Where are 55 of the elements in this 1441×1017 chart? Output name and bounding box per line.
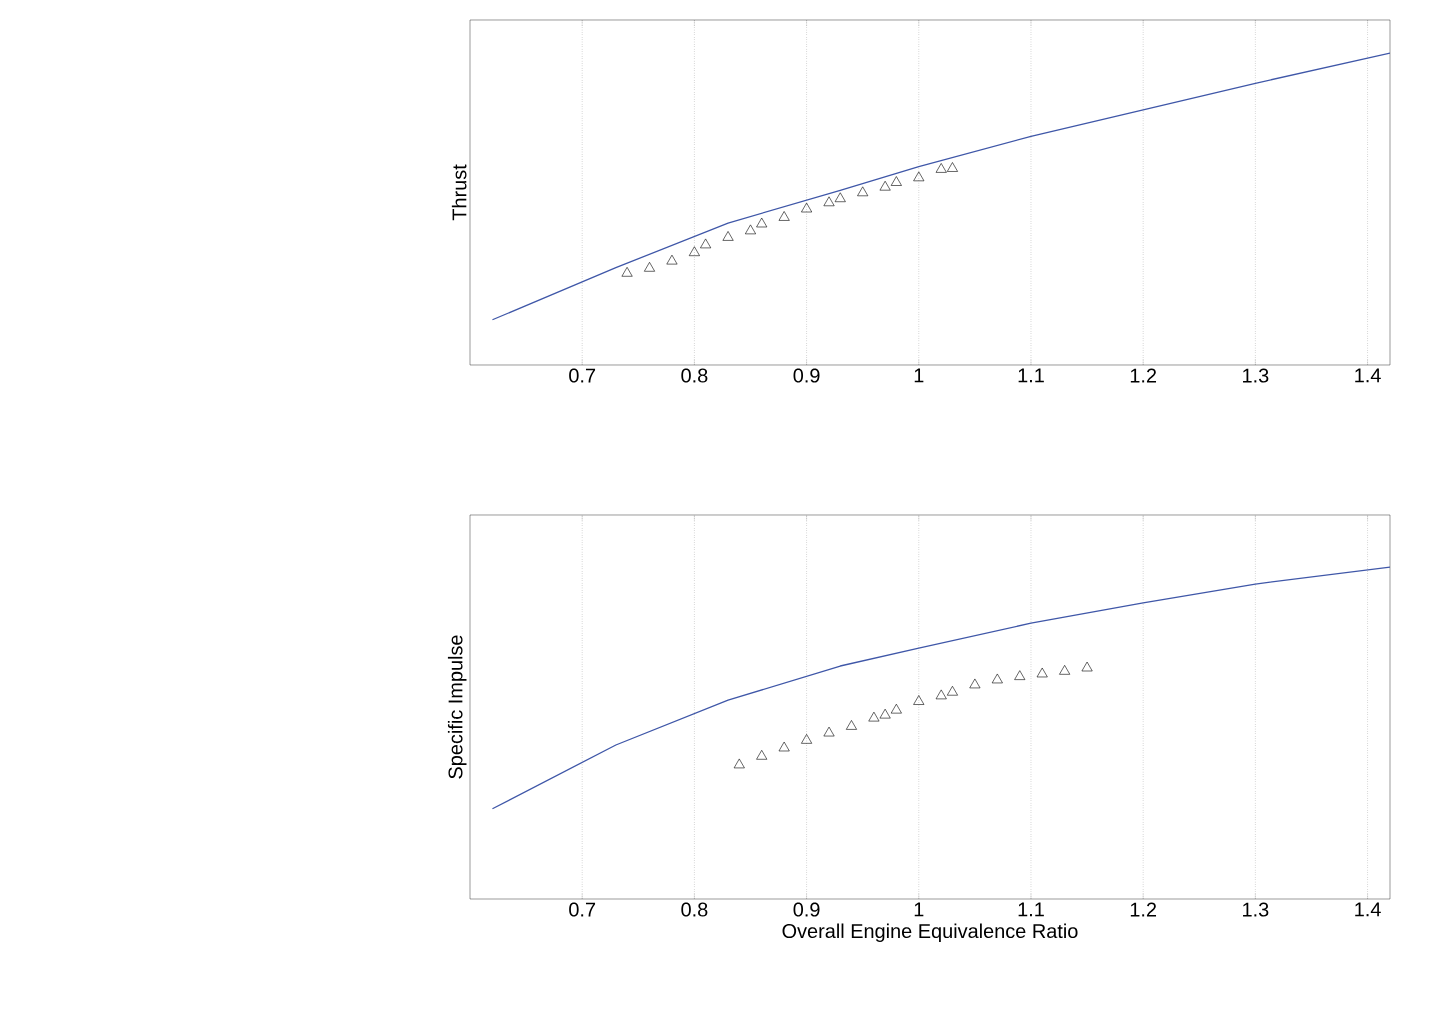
x-tick-label: 1.4: [1355, 902, 1381, 917]
x-axis-title: Overall Engine Equivalence Ratio: [782, 923, 1078, 943]
x-tick-label: 1: [914, 902, 924, 917]
y-axis-title: Thrust: [451, 164, 467, 221]
point: [913, 171, 925, 182]
x-tick-label: 0.7: [569, 902, 596, 917]
x-tick-label: 0.9: [793, 902, 820, 917]
point: [890, 176, 902, 186]
point: [1081, 661, 1093, 672]
point: [1014, 670, 1026, 680]
x-tick-label: 1.4: [1355, 368, 1381, 383]
point: [823, 726, 835, 737]
x-tick-label: 1.2: [1130, 902, 1157, 917]
x-tick-label: 1: [914, 368, 924, 383]
point: [756, 217, 768, 228]
point: [778, 211, 790, 221]
x-tick-label: 0.8: [681, 368, 708, 383]
point: [946, 685, 958, 696]
x-tick-label: 1.3: [1243, 368, 1269, 383]
point: [868, 711, 880, 722]
point: [688, 246, 700, 256]
point: [621, 266, 633, 277]
point: [801, 734, 813, 744]
point: [666, 254, 678, 265]
x-tick-label: 0.8: [681, 902, 708, 917]
point: [890, 703, 902, 714]
x-tick-label: 1.2: [1130, 368, 1157, 383]
point: [913, 695, 925, 705]
point: [722, 231, 734, 241]
point: [834, 192, 846, 203]
x-tick-label: 0.9: [793, 368, 820, 383]
y-axis-title: Specific Impulse: [447, 635, 467, 779]
point: [644, 261, 656, 272]
point: [845, 720, 857, 730]
point: [935, 163, 947, 173]
point: [879, 708, 891, 719]
point: [801, 202, 813, 213]
point: [969, 678, 981, 689]
x-tick-label: 1.3: [1243, 902, 1269, 917]
point: [823, 196, 835, 207]
point: [857, 186, 869, 197]
x-tick-label: 1.1: [1018, 368, 1044, 383]
point: [1059, 665, 1071, 675]
point: [935, 689, 947, 700]
point: [991, 673, 1003, 684]
point: [745, 224, 756, 235]
point: [756, 749, 768, 760]
x-tick-label: 0.7: [569, 368, 596, 383]
x-tick-label: 1.1: [1018, 902, 1044, 917]
point: [778, 741, 790, 752]
point: [946, 162, 958, 172]
point: [733, 758, 745, 769]
point: [700, 238, 712, 249]
point: [1036, 667, 1048, 678]
point: [879, 180, 891, 191]
